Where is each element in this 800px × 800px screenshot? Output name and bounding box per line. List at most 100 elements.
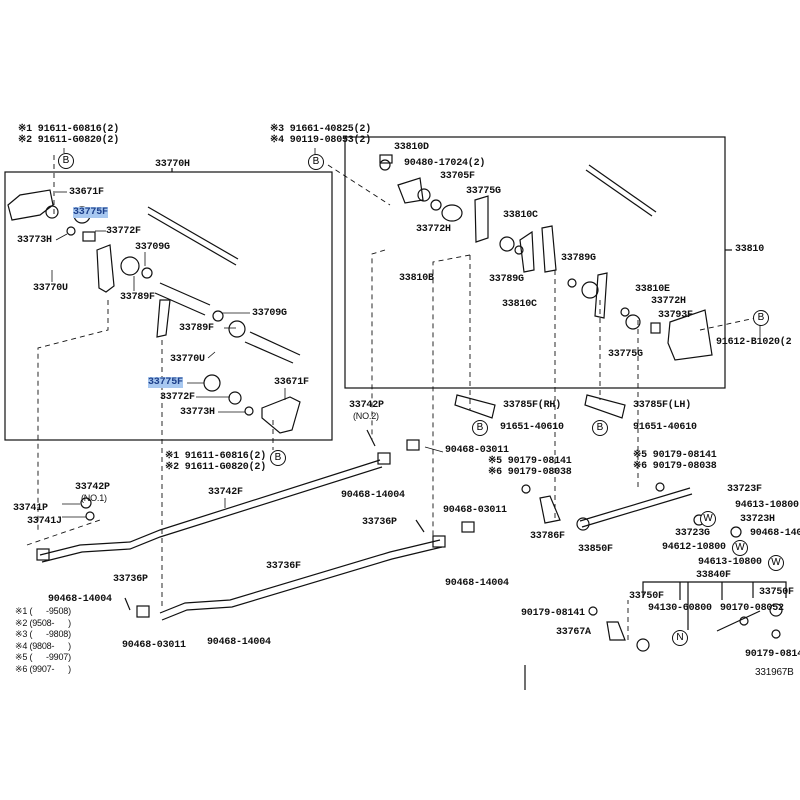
legend-row: ※2 (9508- ) <box>15 617 71 628</box>
part-label: 33786F <box>530 531 565 542</box>
legend-row: ※4 (9808- ) <box>15 640 71 651</box>
bolt-ref-marker: B <box>58 153 74 169</box>
part-label: 33773H <box>17 235 52 246</box>
part-label: 91612-B1020(2 <box>716 337 792 348</box>
part-label: 33723H <box>740 514 775 525</box>
part-label: 94130-60800 <box>648 603 712 614</box>
part-label: 33789G <box>561 253 596 264</box>
part-label: 33723F <box>727 484 762 495</box>
shift-rods <box>147 164 657 364</box>
part-label: 33750F <box>759 587 794 598</box>
part-label: 90468-1400 <box>750 528 800 539</box>
part-label: 33723G <box>675 528 710 539</box>
part-label: 94613-10800 <box>735 500 799 511</box>
part-label: ※2 91611-G0820(2) <box>165 462 266 473</box>
legend-row: ※5 ( -9907) <box>15 652 71 662</box>
part-label: 33850F <box>578 544 613 555</box>
part-label: 33741P <box>13 503 48 514</box>
part-label: ※1 91611-60816(2) <box>18 124 119 135</box>
part-label-highlighted[interactable]: 33775F <box>148 377 183 388</box>
washer-marker: W <box>768 555 784 571</box>
part-label: 33736P <box>362 517 397 528</box>
part-label: 33810C <box>502 299 537 310</box>
nut-marker: N <box>672 630 688 646</box>
bolt-ref-marker: B <box>592 420 608 436</box>
part-label: 33810D <box>394 142 429 153</box>
part-label: 33736P <box>113 574 148 585</box>
part-label: 90468-14004 <box>445 578 509 589</box>
part-label: ※3 91661-40825(2) <box>270 124 371 135</box>
control-rods <box>36 429 783 690</box>
part-label: 33705F <box>440 171 475 182</box>
part-label: 90468-03011 <box>443 505 507 516</box>
part-label: 33770H <box>155 159 190 170</box>
part-label: 90468-03011 <box>445 445 509 456</box>
part-label: 33789F <box>179 323 214 334</box>
part-label: 33773H <box>180 407 215 418</box>
part-label: 33785F(RH) <box>503 400 562 411</box>
bushings <box>45 154 665 494</box>
part-label: ※5 90179-08141 <box>488 456 572 467</box>
part-label: 90468-14004 <box>207 637 271 648</box>
part-label: 33742P <box>75 482 110 493</box>
part-label: 33772H <box>416 224 451 235</box>
part-label: 33671F <box>69 187 104 198</box>
part-label: ※1 91611-60816(2) <box>165 451 266 462</box>
part-label: 90480-17024(2) <box>404 158 486 169</box>
part-label: 33789F <box>120 292 155 303</box>
bolt-ref-marker: B <box>472 420 488 436</box>
part-label: 90468-03011 <box>122 640 186 651</box>
part-label: 33736F <box>266 561 301 572</box>
part-label-note: (NO.2) <box>353 411 379 421</box>
part-label: 91651-40610 <box>633 422 697 433</box>
part-label: 33793F <box>658 310 693 321</box>
bolt-ref-marker: B <box>308 154 324 170</box>
part-label: 33810 <box>735 244 765 255</box>
part-label: 94612-10800 <box>662 542 726 553</box>
part-label: 90179-08141 <box>745 649 800 660</box>
part-label-note: (NO.1) <box>81 493 107 503</box>
part-label: 33709G <box>135 242 170 253</box>
washer-marker: W <box>732 540 748 556</box>
part-label: 33770U <box>33 283 68 294</box>
levers-and-brackets <box>7 177 713 641</box>
part-label: 90468-14004 <box>48 594 112 605</box>
part-label: 91651-40610 <box>500 422 564 433</box>
part-label: 33785F(LH) <box>633 400 692 411</box>
legend-row: ※3 ( -9808) <box>15 629 71 639</box>
assembly-box-33810 <box>344 136 726 389</box>
part-label: 33742F <box>208 487 243 498</box>
part-label: 33772F <box>106 226 141 237</box>
part-label: 33810C <box>503 210 538 221</box>
kit-bracket-33840f <box>642 581 787 598</box>
part-label: 90179-08141 <box>521 608 585 619</box>
part-label: 33810B <box>399 273 434 284</box>
date-code-legend: ※1 ( -9508) ※2 (9508- ) ※3 ( -9808) ※4 (… <box>15 606 71 675</box>
part-label: 33772F <box>160 392 195 403</box>
part-label: 33840F <box>696 570 731 581</box>
washer-marker: W <box>700 511 716 527</box>
part-label: 94613-10800 <box>698 557 762 568</box>
bolt-ref-marker: B <box>270 450 286 466</box>
part-label: 33767A <box>556 627 591 638</box>
part-label: 33775G <box>466 186 501 197</box>
part-label: ※5 90179-08141 <box>633 450 717 461</box>
part-label: 33750F <box>629 591 664 602</box>
part-label-highlighted[interactable]: 33775F <box>73 207 108 218</box>
part-label: 33709G <box>252 308 287 319</box>
part-label: ※6 90179-08038 <box>488 467 572 478</box>
part-label: 33772H <box>651 296 686 307</box>
part-label: ※4 90119-08053(2) <box>270 135 371 146</box>
part-label: 33789G <box>489 274 524 285</box>
part-label: 90170-08052 <box>720 603 784 614</box>
part-label: 33775G <box>608 349 643 360</box>
part-label: 33741J <box>27 516 62 527</box>
legend-row: ※6 (9907- ) <box>15 663 71 674</box>
diagram-reference-number: 331967B <box>755 667 794 678</box>
dashed-guide-lines <box>26 155 761 640</box>
part-label: 33810E <box>635 284 670 295</box>
part-label: 33671F <box>274 377 309 388</box>
part-label: 90468-14004 <box>341 490 405 501</box>
